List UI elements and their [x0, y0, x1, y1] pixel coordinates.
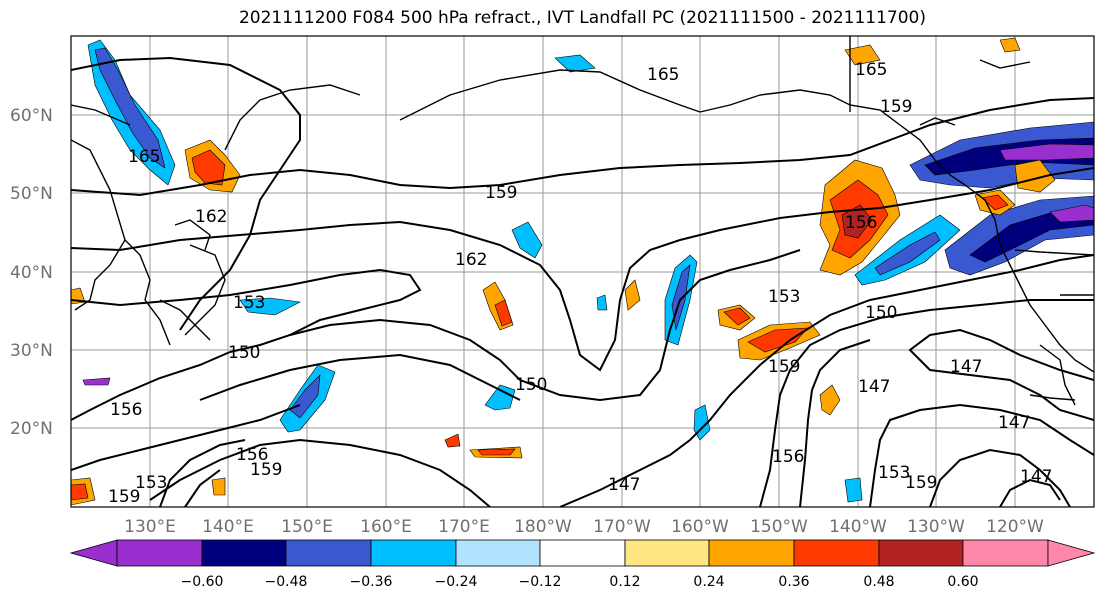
colorbar-segment	[878, 539, 964, 567]
contour-label: 153	[233, 293, 265, 313]
lat-label: 50°N	[10, 184, 53, 204]
contour-label: 147	[1020, 467, 1052, 487]
colorbar-segment	[455, 539, 541, 567]
colorbar-segment	[69, 539, 118, 567]
lon-label: 140°W	[829, 517, 887, 537]
latitude-labels: 60°N 50°N 40°N 30°N 20°N	[10, 106, 53, 439]
colorbar	[69, 539, 1096, 567]
contour-label: 156	[845, 213, 877, 233]
lon-label: 140°E	[202, 517, 254, 537]
colorbar-tick: −0.36	[350, 574, 393, 590]
lon-label: 130°W	[907, 517, 965, 537]
colorbar-tick: 0.36	[778, 574, 809, 590]
lon-label: 160°E	[360, 517, 412, 537]
map-border	[70, 35, 1095, 508]
colorbar-segment	[624, 539, 710, 567]
contour-label: 153	[878, 463, 910, 483]
lon-label: 180°W	[514, 517, 572, 537]
colorbar-segment	[1047, 539, 1096, 567]
colorbar-tick: −0.48	[265, 574, 308, 590]
coastlines	[71, 36, 1094, 406]
colorbar-segment	[285, 539, 372, 567]
lat-label: 60°N	[10, 106, 53, 126]
contour-label: 150	[228, 343, 260, 363]
contour-label: 153	[768, 287, 800, 307]
colorbar-segment	[539, 539, 626, 567]
lon-label: 170°W	[593, 517, 651, 537]
lon-label: 160°W	[671, 517, 729, 537]
filled-patches	[71, 37, 1094, 506]
contour-label: 150	[865, 303, 897, 323]
contour-label: 156	[772, 447, 804, 467]
contour-label: 156	[110, 400, 142, 420]
lon-label: 150°W	[750, 517, 808, 537]
colorbar-tick: −0.60	[181, 574, 224, 590]
colorbar-tick: −0.24	[435, 574, 478, 590]
contour-label: 159	[485, 183, 517, 203]
colorbar-segment	[793, 539, 880, 567]
colorbar-segment	[116, 539, 203, 567]
colorbar-ticks: −0.60 −0.48 −0.36 −0.24 −0.12 0.12 0.24 …	[181, 574, 979, 590]
contour-label: 159	[250, 460, 282, 480]
lat-label: 40°N	[10, 263, 53, 283]
colorbar-tick: 0.48	[863, 574, 894, 590]
contour-label: 156	[236, 445, 268, 465]
lat-label: 30°N	[10, 341, 53, 361]
contour-label: 147	[998, 413, 1030, 433]
contour-label: 150	[515, 375, 547, 395]
lon-label: 150°E	[281, 517, 333, 537]
colorbar-segment	[201, 539, 287, 567]
lon-label: 130°E	[124, 517, 176, 537]
lon-label: 170°E	[438, 517, 490, 537]
map-title: 2021111200 F084 500 hPa refract., IVT La…	[238, 8, 926, 28]
colorbar-tick: 0.24	[693, 574, 724, 590]
contour-labels: 165 162 165 165 159 159 162 153 150 156 …	[108, 60, 1052, 507]
colorbar-tick: 0.60	[947, 574, 978, 590]
contour-label: 153	[135, 473, 167, 493]
lon-label: 120°W	[986, 517, 1044, 537]
contour-label: 165	[855, 60, 887, 80]
contour-label: 159	[905, 473, 937, 493]
contour-label: 147	[608, 475, 640, 495]
contour-label: 159	[108, 487, 140, 507]
lat-label: 20°N	[10, 419, 53, 439]
contour-label: 162	[195, 207, 227, 227]
contours	[71, 56, 1094, 507]
colorbar-segment	[708, 539, 795, 567]
colorbar-segment	[370, 539, 457, 567]
contour-label: 159	[880, 97, 912, 117]
colorbar-segment	[962, 539, 1049, 567]
contour-label: 147	[950, 357, 982, 377]
contour-label: 165	[647, 65, 679, 85]
colorbar-tick: −0.12	[519, 574, 562, 590]
colorbar-tick: 0.12	[609, 574, 640, 590]
longitude-labels: 130°E 140°E 150°E 160°E 170°E 180°W 170°…	[124, 517, 1044, 537]
contour-label: 162	[455, 250, 487, 270]
contour-label: 147	[858, 377, 890, 397]
contour-label: 165	[128, 147, 160, 167]
contour-label: 159	[768, 357, 800, 377]
